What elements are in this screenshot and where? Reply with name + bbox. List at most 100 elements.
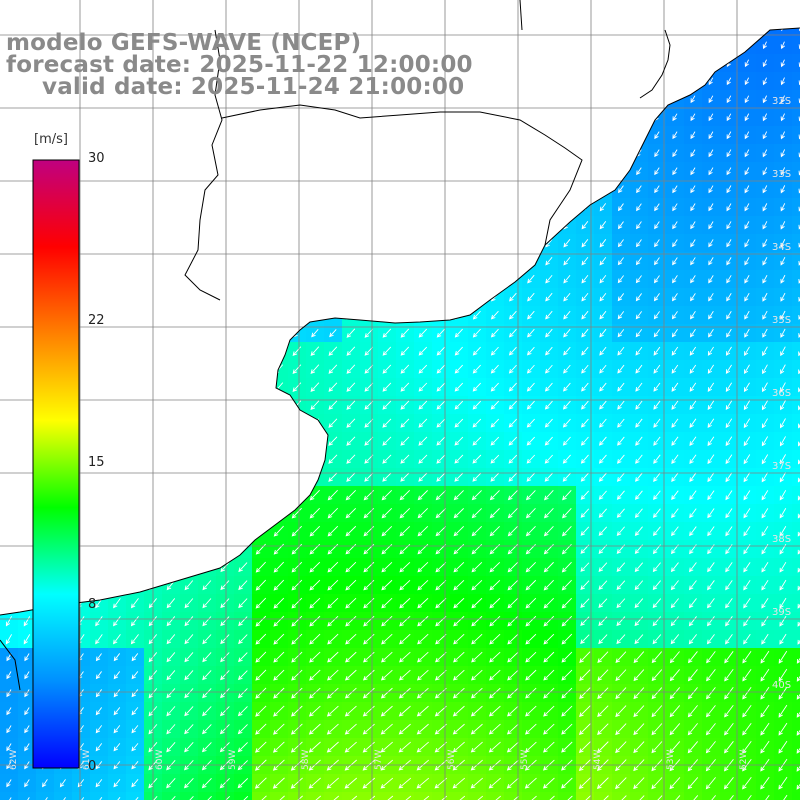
- wind-arrow: [418, 400, 428, 410]
- wind-arrow: [398, 777, 412, 789]
- wind-arrow: [762, 364, 768, 375]
- wind-arrow: [273, 705, 285, 717]
- wind-arrow: [744, 95, 750, 104]
- wind-arrow: [382, 436, 392, 446]
- wind-arrow: [362, 777, 376, 789]
- wind-arrow: [780, 346, 786, 357]
- wind-arrow: [454, 418, 464, 428]
- wind-arrow: [507, 615, 519, 627]
- wind-arrow: [707, 562, 715, 573]
- wind-arrow: [273, 687, 285, 699]
- wind-arrow: [651, 723, 663, 736]
- wind-arrow: [670, 634, 680, 645]
- latitude-label: 36S: [772, 388, 791, 399]
- wind-arrow: [435, 508, 447, 519]
- wind-arrow: [220, 688, 230, 699]
- wind-arrow: [238, 598, 248, 609]
- wind-arrow: [220, 562, 230, 573]
- wind-arrow: [617, 382, 625, 392]
- wind-arrow: [135, 796, 139, 800]
- wind-arrow: [184, 634, 194, 645]
- wind-arrow: [543, 525, 554, 537]
- wind-arrow: [380, 723, 393, 735]
- wind-arrow: [471, 508, 482, 519]
- wind-arrow: [291, 525, 303, 537]
- wind-arrow: [633, 741, 645, 754]
- wind-speed-cell: [306, 792, 325, 800]
- wind-arrow: [561, 615, 573, 627]
- wind-arrow: [654, 167, 660, 176]
- wind-arrow: [27, 797, 30, 800]
- wind-arrow: [309, 489, 320, 501]
- wind-arrow: [580, 508, 590, 518]
- latitude-label: 38S: [772, 534, 791, 545]
- wind-arrow: [760, 704, 770, 718]
- longitude-label: 57W: [374, 750, 384, 770]
- wind-arrow: [729, 795, 734, 800]
- wind-arrow: [616, 598, 626, 609]
- wind-arrow: [220, 634, 230, 645]
- wind-arrow: [399, 490, 411, 501]
- wind-arrow: [779, 490, 787, 501]
- wind-arrow: [345, 561, 357, 573]
- wind-arrow: [273, 561, 285, 573]
- wind-arrow: [416, 777, 430, 789]
- wind-arrow: [687, 669, 698, 682]
- wind-arrow: [798, 441, 800, 447]
- wind-arrow: [726, 275, 732, 284]
- wind-speed-cell: [180, 792, 199, 800]
- wind-arrow: [708, 77, 714, 86]
- wind-arrow: [634, 562, 644, 573]
- wind-arrow: [416, 669, 429, 681]
- wind-arrow: [489, 687, 501, 699]
- wind-arrow: [202, 724, 212, 735]
- wind-arrow: [326, 687, 339, 699]
- wind-arrow: [762, 239, 768, 248]
- wind-arrow: [635, 364, 643, 374]
- wind-arrow: [436, 346, 446, 356]
- wind-arrow: [635, 454, 643, 464]
- wind-arrow: [725, 400, 733, 411]
- wind-arrow: [477, 795, 484, 800]
- wind-arrow: [472, 400, 482, 410]
- wind-arrow: [617, 239, 624, 248]
- wind-arrow: [780, 113, 785, 122]
- wind-speed-cell: [342, 792, 361, 800]
- wind-arrow: [724, 741, 734, 754]
- wind-arrow: [399, 508, 411, 519]
- wind-arrow: [689, 346, 697, 356]
- wind-arrow: [563, 256, 571, 266]
- wind-arrow: [398, 723, 411, 735]
- wind-arrow: [398, 741, 411, 753]
- wind-arrow: [672, 239, 678, 248]
- wind-arrow: [596, 777, 609, 790]
- wind-arrow: [490, 310, 499, 320]
- wind-arrow: [562, 400, 571, 410]
- wind-arrow: [725, 634, 733, 645]
- wind-arrow: [346, 346, 356, 356]
- wind-arrow: [417, 508, 429, 519]
- wind-arrow: [543, 687, 555, 699]
- wind-arrow: [382, 418, 392, 428]
- wind-speed-cell: [360, 792, 379, 800]
- wind-arrow: [726, 221, 732, 230]
- wind-arrow: [561, 741, 573, 753]
- wind-arrow: [797, 531, 800, 537]
- wind-arrow: [526, 400, 535, 410]
- wind-arrow: [561, 561, 572, 573]
- wind-arrow: [113, 634, 121, 645]
- wind-arrow: [166, 616, 176, 627]
- wind-arrow: [418, 472, 428, 482]
- wind-arrow: [671, 436, 679, 446]
- wind-arrow: [725, 418, 733, 429]
- wind-arrow: [471, 633, 483, 645]
- wind-arrow: [9, 797, 12, 800]
- wind-arrow: [255, 741, 267, 753]
- wind-arrow: [597, 741, 609, 754]
- wind-arrow: [400, 364, 410, 374]
- wind-speed-cell: [468, 792, 487, 800]
- wind-speed-cell: [270, 792, 289, 800]
- wind-arrow: [202, 634, 212, 645]
- wind-arrow: [292, 382, 302, 393]
- wind-arrow: [617, 418, 625, 428]
